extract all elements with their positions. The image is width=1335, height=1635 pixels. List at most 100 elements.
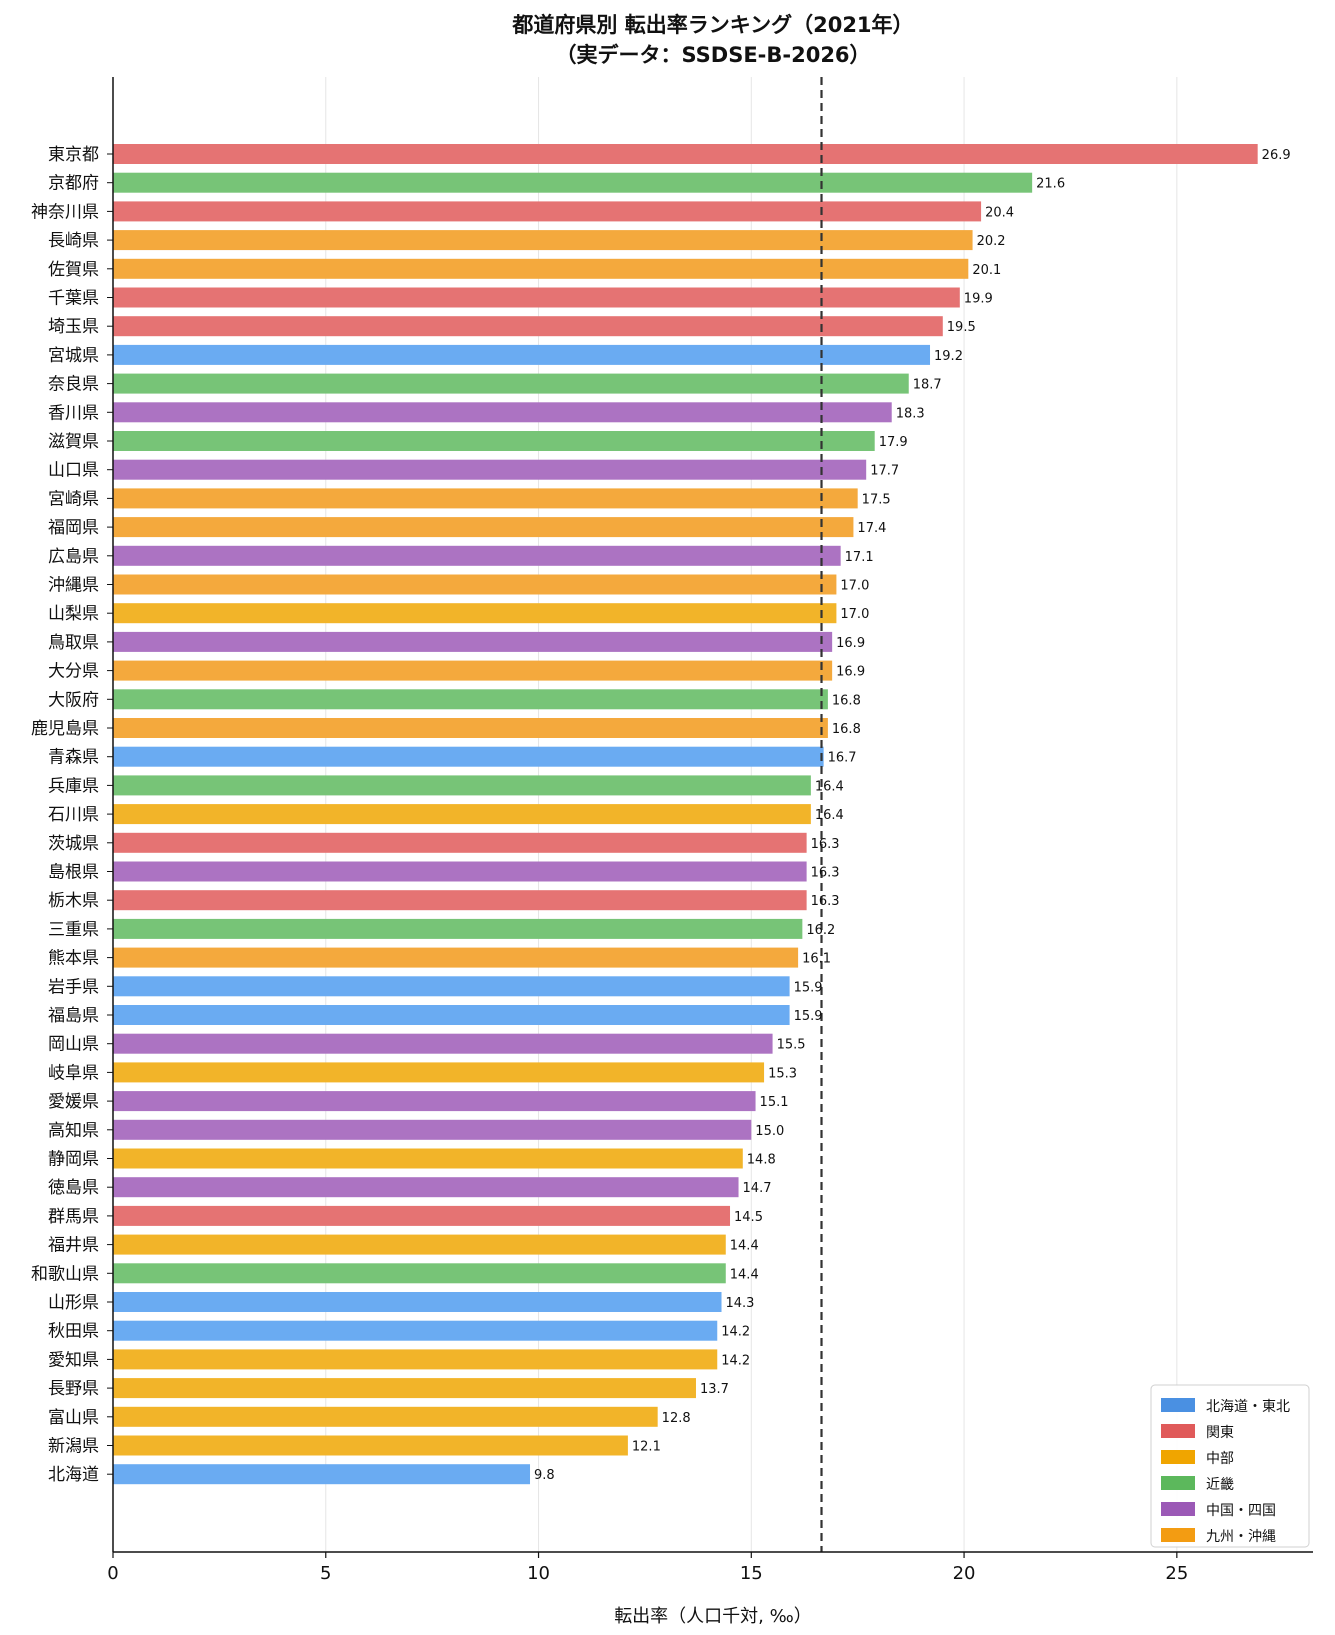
- category-label: 和歌山県: [31, 1264, 99, 1284]
- category-label: 石川県: [48, 805, 99, 825]
- value-label: 16.1: [802, 952, 831, 967]
- category-label: 千葉県: [48, 289, 99, 309]
- bar: [113, 1464, 531, 1485]
- category-label: 香川県: [48, 403, 99, 423]
- bar: [113, 1292, 722, 1312]
- category-label: 群馬県: [48, 1207, 99, 1227]
- category-label: 静岡県: [48, 1150, 99, 1170]
- legend-swatch: [1161, 1450, 1195, 1464]
- legend-swatch: [1161, 1502, 1195, 1516]
- category-label: 岩手県: [48, 977, 99, 997]
- category-label: 茨城県: [48, 834, 99, 854]
- value-label: 16.9: [836, 636, 865, 651]
- bar: [113, 488, 858, 509]
- value-label: 17.0: [840, 607, 869, 622]
- value-label: 16.4: [815, 779, 844, 794]
- category-label: 愛媛県: [48, 1092, 99, 1112]
- category-label: 岡山県: [48, 1035, 99, 1055]
- x-tick-label: 20: [953, 1563, 976, 1584]
- chart-title: 都道府県別 転出率ランキング（2021年）: [511, 13, 913, 37]
- bar: [113, 1349, 718, 1370]
- bar: [113, 1205, 731, 1226]
- bar: [113, 545, 841, 566]
- value-label: 14.2: [721, 1353, 750, 1368]
- value-label: 20.1: [972, 263, 1001, 278]
- x-tick-label: 10: [527, 1563, 550, 1584]
- category-label: 福岡県: [48, 518, 99, 538]
- value-label: 18.7: [913, 378, 942, 393]
- category-label: 大阪府: [48, 690, 99, 710]
- bar: [113, 1091, 756, 1112]
- bar: [113, 287, 960, 308]
- legend-label: 近畿: [1206, 1477, 1234, 1493]
- value-label: 15.3: [768, 1066, 797, 1081]
- legend-swatch: [1161, 1528, 1195, 1542]
- category-label: 熊本県: [48, 949, 99, 969]
- category-label: 徳島県: [48, 1178, 99, 1198]
- bar: [113, 574, 837, 595]
- bar: [113, 344, 931, 365]
- category-label: 山口県: [48, 461, 99, 481]
- category-label: 長崎県: [48, 231, 99, 251]
- bar: [113, 1320, 718, 1341]
- bar: [113, 144, 1258, 164]
- bar: [113, 947, 799, 968]
- legend-label: 九州・沖縄: [1206, 1529, 1276, 1545]
- category-label: 高知県: [48, 1121, 99, 1141]
- legend-label: 関東: [1206, 1425, 1234, 1441]
- bar: [113, 1119, 752, 1140]
- bar: [113, 918, 803, 939]
- value-label: 12.1: [632, 1440, 661, 1455]
- chart-subtitle: （実データ：SSDSE-B-2026）: [555, 43, 870, 67]
- value-label: 13.7: [700, 1382, 729, 1397]
- bar: [113, 1177, 739, 1198]
- value-label: 17.5: [862, 492, 891, 507]
- x-tick-label: 25: [1165, 1563, 1188, 1584]
- value-label: 16.3: [811, 894, 840, 909]
- bar: [113, 402, 892, 423]
- category-label: 沖縄県: [48, 576, 99, 596]
- bar: [113, 201, 982, 222]
- category-label: 埼玉県: [48, 317, 99, 337]
- x-tick-label: 15: [740, 1563, 763, 1584]
- value-label: 15.9: [794, 1009, 823, 1024]
- bar: [113, 230, 973, 251]
- value-label: 19.5: [947, 320, 976, 335]
- value-label: 14.8: [747, 1153, 776, 1168]
- category-label: 京都府: [48, 174, 99, 194]
- value-label: 16.9: [836, 665, 865, 680]
- value-label: 20.2: [977, 234, 1006, 249]
- bar: [113, 1062, 765, 1083]
- legend-swatch: [1161, 1424, 1195, 1438]
- bar: [113, 517, 854, 538]
- category-label: 滋賀県: [48, 432, 99, 452]
- legend-swatch: [1161, 1476, 1195, 1490]
- value-label: 17.7: [870, 464, 899, 479]
- value-label: 15.0: [755, 1124, 784, 1139]
- legend-label: 中部: [1206, 1451, 1234, 1467]
- category-label: 大分県: [48, 662, 99, 682]
- category-label: 山梨県: [48, 604, 99, 624]
- value-label: 12.8: [662, 1411, 691, 1426]
- bar: [113, 861, 807, 882]
- bar: [113, 373, 909, 394]
- category-label: 山形県: [48, 1293, 99, 1313]
- category-label: 広島県: [48, 547, 99, 567]
- x-tick-label: 0: [107, 1563, 118, 1584]
- bar: [113, 1406, 658, 1427]
- bar: [113, 258, 969, 279]
- value-label: 14.3: [726, 1296, 755, 1311]
- value-label: 16.3: [811, 837, 840, 852]
- bar: [113, 660, 833, 681]
- category-label: 福井県: [48, 1236, 99, 1256]
- value-label: 19.9: [964, 292, 993, 307]
- category-label: 長野県: [48, 1379, 99, 1399]
- value-label: 15.1: [760, 1095, 789, 1110]
- bar: [113, 603, 837, 624]
- bar: [113, 775, 811, 796]
- legend-swatch: [1161, 1398, 1195, 1412]
- bar: [113, 1263, 726, 1284]
- category-label: 岐阜県: [48, 1063, 99, 1083]
